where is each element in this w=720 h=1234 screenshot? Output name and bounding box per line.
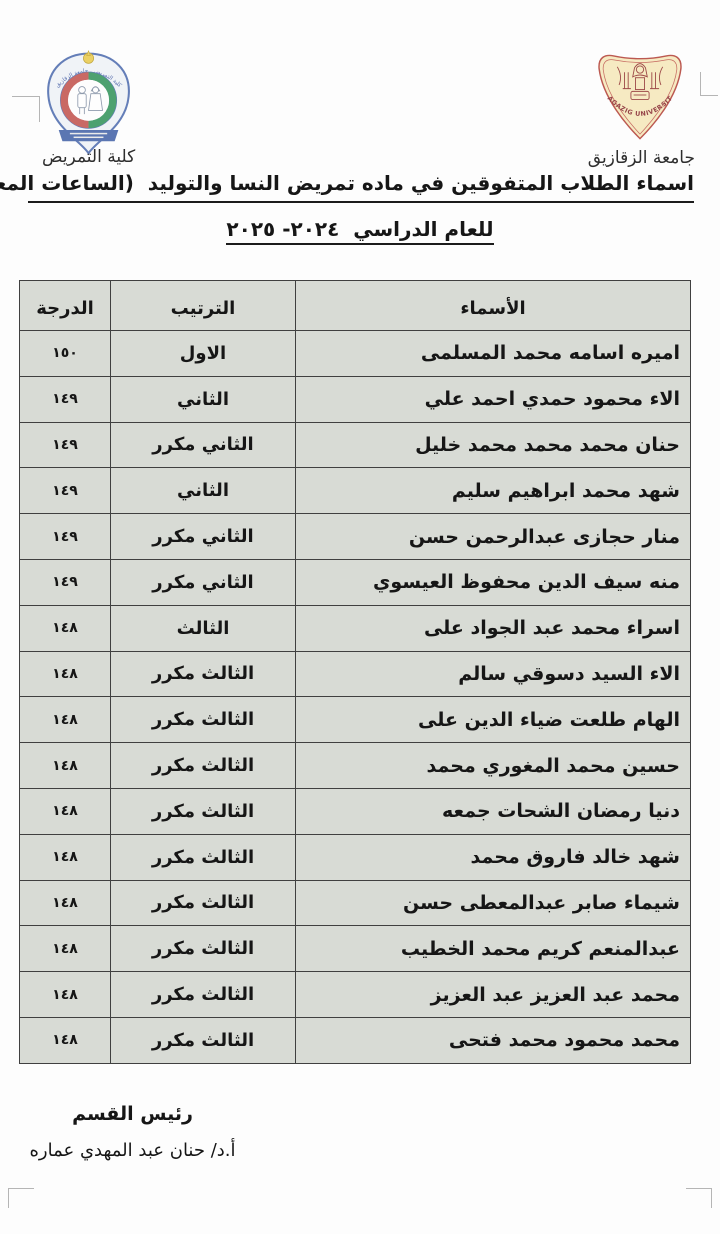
table-row: منه سيف الدين محفوظ العيسوي الثاني مكرر … [19,558,691,606]
student-name-cell: الاء السيد دسوقي سالم [295,650,691,698]
grade-cell: ١٥٠ [19,330,111,377]
table-row: الهام طلعت ضياء الدين على الثالث مكرر ١٤… [19,696,691,744]
page-margin-mark-bottom-left [8,1188,34,1208]
rank-cell: الثاني مكرر [110,558,296,606]
rank-cell: الثالث مكرر [110,971,296,1018]
student-name-cell: منه سيف الدين محفوظ العيسوي [295,558,691,606]
rank-cell: الثالث مكرر [110,787,296,835]
grade-column-header: الدرجة [19,280,111,331]
signatory-name: أ.د/ حنان عبد المهدي عماره [29,1140,236,1161]
grade-cell: ١٤٨ [19,742,111,789]
grade-cell: ١٤٨ [19,696,111,744]
academic-year-line: للعام الدراسي ٢٠٢٤- ٢٠٢٥ [226,217,494,245]
names-column-header: الأسماء [295,280,691,331]
grade-cell: ١٤٩ [19,375,111,423]
page-margin-mark-bottom-right [686,1188,712,1208]
student-name-cell: شهد خالد فاروق محمد [295,833,691,881]
document-title: اسماء الطلاب المتفوقين في ماده تمريض الن… [0,171,694,203]
table-row: اميره اسامه محمد المسلمى الاول ١٥٠ [19,330,691,377]
table-row: شهد محمد ابراهيم سليم الثاني ١٤٩ [19,467,691,515]
university-name: جامعة الزقازيق [587,148,695,168]
grade-cell: ١٤٩ [19,513,111,560]
grade-cell: ١٤٨ [19,787,111,835]
student-name-cell: دنيا رمضان الشحات جمعه [295,787,691,835]
faculty-name: كلية التمريض [42,147,136,167]
table-row: شهد خالد فاروق محمد الثالث مكرر ١٤٨ [19,833,691,881]
zagazig-university-logo-icon: ZAGAZIG UNIVERSITY [587,45,682,140]
grade-cell: ١٤٨ [19,971,111,1018]
rank-cell: الثالث مكرر [110,650,296,698]
grade-cell: ١٤٩ [19,421,111,469]
rank-cell: الاول [110,330,296,377]
page-margin-mark-top-left [12,96,40,122]
grade-cell: ١٤٨ [19,925,111,973]
student-name-cell: منار حجازى عبدالرحمن حسن [295,513,691,560]
table-row: محمد محمود محمد فتحى الثالث مكرر ١٤٨ [19,1016,691,1064]
rank-cell: الثالث مكرر [110,925,296,973]
student-name-cell: محمد عبد العزيز عبد العزيز [295,971,691,1018]
rank-cell: الثالث مكرر [110,742,296,789]
table-row: محمد عبد العزيز عبد العزيز الثالث مكرر ١… [19,971,691,1018]
rank-cell: الثالث مكرر [110,696,296,744]
nursing-faculty-logo-icon: كلية التمريض ـ جامعة الزقازيق [47,50,130,156]
student-name-cell: شيماء صابر عبدالمعطى حسن [295,879,691,927]
grade-cell: ١٤٨ [19,1016,111,1064]
table-row: منار حجازى عبدالرحمن حسن الثاني مكرر ١٤٩ [19,513,691,560]
table-row: حسين محمد المغوري محمد الثالث مكرر ١٤٨ [19,742,691,789]
grade-cell: ١٤٨ [19,604,111,652]
grade-cell: ١٤٩ [19,467,111,515]
student-name-cell: اسراء محمد عبد الجواد على [295,604,691,652]
rank-cell: الثالث مكرر [110,879,296,927]
table-row: شيماء صابر عبدالمعطى حسن الثالث مكرر ١٤٨ [19,879,691,927]
student-name-cell: عبدالمنعم كريم محمد الخطيب [295,925,691,973]
student-name-cell: محمد محمود محمد فتحى [295,1016,691,1064]
rank-cell: الثالث مكرر [110,1016,296,1064]
signatory-position: رئيس القسم [72,1103,193,1125]
table-row: دنيا رمضان الشحات جمعه الثالث مكرر ١٤٨ [19,787,691,835]
table-header-row: الأسماء الترتيب الدرجة [19,280,691,331]
table-row: الاء محمود حمدي احمد علي الثاني ١٤٩ [19,375,691,423]
grade-cell: ١٤٨ [19,833,111,881]
grade-cell: ١٤٩ [19,558,111,606]
rank-cell: الثاني [110,467,296,515]
table-row: الاء السيد دسوقي سالم الثالث مكرر ١٤٨ [19,650,691,698]
student-name-cell: شهد محمد ابراهيم سليم [295,467,691,515]
rank-cell: الثاني مكرر [110,513,296,560]
grade-cell: ١٤٨ [19,879,111,927]
rank-cell: الثاني مكرر [110,421,296,469]
student-name-cell: حنان محمد محمد محمد خليل [295,421,691,469]
student-name-cell: حسين محمد المغوري محمد [295,742,691,789]
rank-cell: الثالث [110,604,296,652]
students-table: الأسماء الترتيب الدرجة اميره اسامه محمد … [19,280,691,1064]
page-margin-mark-top-right [700,72,718,96]
table-row: اسراء محمد عبد الجواد على الثالث ١٤٨ [19,604,691,652]
student-name-cell: اميره اسامه محمد المسلمى [295,330,691,377]
rank-cell: الثاني [110,375,296,423]
grade-cell: ١٤٨ [19,650,111,698]
table-row: عبدالمنعم كريم محمد الخطيب الثالث مكرر ١… [19,925,691,973]
student-name-cell: الهام طلعت ضياء الدين على [295,696,691,744]
table-row: حنان محمد محمد محمد خليل الثاني مكرر ١٤٩ [19,421,691,469]
rank-cell: الثالث مكرر [110,833,296,881]
academic-year-line-wrap: للعام الدراسي ٢٠٢٤- ٢٠٢٥ [0,217,720,245]
student-name-cell: الاء محمود حمدي احمد علي [295,375,691,423]
rank-column-header: الترتيب [110,280,296,331]
signature-block: رئيس القسم أ.د/ حنان عبد المهدي عماره [15,1103,250,1161]
